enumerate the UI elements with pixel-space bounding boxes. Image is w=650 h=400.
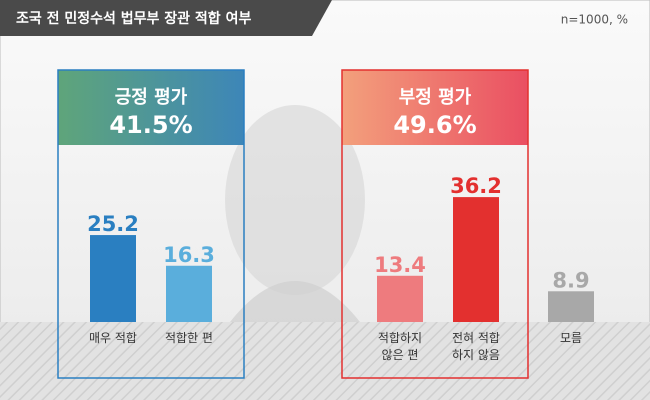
group-total: 49.6% [393, 111, 476, 139]
note: n=1000, % [561, 13, 628, 27]
value-label: 16.3 [163, 243, 215, 267]
ground [0, 322, 650, 400]
group-header [342, 70, 528, 145]
category-label: 매우 적합 [89, 331, 137, 345]
group-label: 부정 평가 [399, 87, 472, 108]
value-label: 8.9 [552, 268, 589, 292]
category-label: 모름 [559, 331, 583, 345]
bar [90, 235, 136, 322]
group-header [58, 70, 244, 145]
value-label: 36.2 [450, 174, 502, 198]
bar [166, 265, 212, 322]
category-label: 적합한 편 [165, 331, 213, 345]
group-label: 긍정 평가 [115, 87, 188, 108]
group-box [57, 69, 245, 379]
title-bar [0, 0, 332, 36]
value-label: 13.4 [374, 253, 426, 277]
group-total: 41.5% [109, 111, 192, 139]
chart-title: 조국 전 민정수석 법무부 장관 적합 여부 [16, 10, 251, 27]
value-label: 25.2 [87, 212, 139, 236]
bar [453, 197, 499, 322]
category-label: 전혀 적합 하지 않음 [452, 331, 500, 362]
bar [548, 291, 594, 322]
photo-placeholder [225, 105, 365, 295]
group-box [341, 69, 529, 379]
bar [377, 275, 423, 322]
photo-placeholder [230, 281, 360, 322]
category-label: 적합하지 않은 편 [377, 331, 423, 362]
